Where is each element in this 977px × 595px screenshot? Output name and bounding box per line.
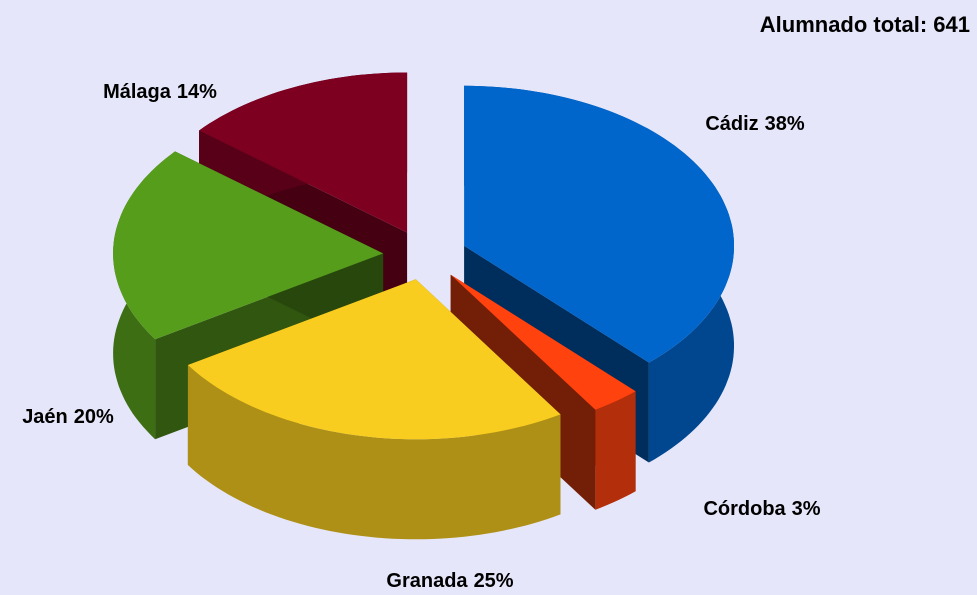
- label-category: Córdoba: [703, 498, 786, 520]
- label-value: 38%: [765, 113, 805, 135]
- slice-top: [450, 274, 636, 410]
- label-category: Málaga: [103, 81, 172, 103]
- data-label: Granada 25%: [386, 570, 513, 592]
- slice-wall: [595, 391, 636, 510]
- label-value: 25%: [474, 570, 514, 592]
- data-label: Málaga 14%: [103, 81, 217, 103]
- chart-title: Alumnado total: 641: [760, 12, 970, 37]
- data-label: Cádiz 38%: [705, 113, 805, 135]
- data-label: Jaén 20%: [22, 406, 114, 428]
- label-category: Granada: [386, 570, 468, 592]
- label-value: 3%: [792, 498, 821, 520]
- slice-top: [199, 72, 408, 233]
- slice-top: [113, 151, 384, 340]
- slice-top: [464, 85, 734, 363]
- slice: [187, 279, 561, 540]
- label-category: Cádiz: [705, 113, 758, 135]
- data-label: Córdoba 3%: [703, 498, 820, 520]
- label-value: 14%: [177, 81, 217, 103]
- slice-wall: [187, 365, 561, 540]
- slice-top: [187, 279, 561, 440]
- label-value: 20%: [74, 406, 114, 428]
- label-category: Jaén: [22, 406, 68, 428]
